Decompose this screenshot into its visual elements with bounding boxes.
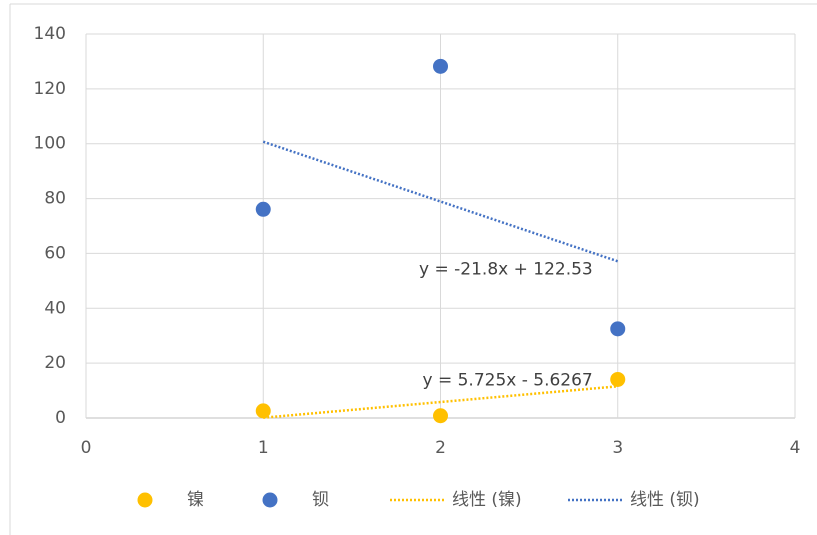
y-tick-label: 80 (44, 189, 66, 209)
x-tick-label: 4 (790, 438, 801, 458)
point (433, 58, 448, 74)
y-tick-label: 40 (44, 298, 66, 318)
y-tick-label: 20 (44, 353, 66, 373)
trendline-equation: y = 5.725x - 5.6267 (422, 370, 592, 390)
legend-marker (262, 492, 278, 508)
legend-label: 线性 (钡) (630, 490, 700, 510)
x-tick-label: 0 (81, 438, 92, 458)
y-tick-label: 60 (44, 243, 66, 263)
x-tick-label: 1 (258, 438, 269, 458)
x-tick-label: 2 (435, 438, 446, 458)
x-tick-label: 3 (612, 438, 623, 458)
y-tick-label: 120 (34, 79, 66, 99)
point (610, 321, 626, 337)
trendline (263, 385, 618, 419)
point (610, 371, 626, 387)
point (433, 408, 448, 424)
legend-label: 线性 (镍) (452, 490, 522, 510)
legend-label: 镍 (187, 490, 204, 510)
legend-label: 钡 (312, 490, 329, 510)
y-tick-label: 0 (55, 408, 66, 428)
y-tick-label: 140 (34, 24, 66, 44)
trendline-equation: y = -21.8x + 122.53 (419, 259, 593, 279)
point (255, 201, 271, 217)
y-tick-label: 100 (34, 134, 66, 154)
point (255, 403, 271, 419)
legend-marker (137, 492, 153, 508)
